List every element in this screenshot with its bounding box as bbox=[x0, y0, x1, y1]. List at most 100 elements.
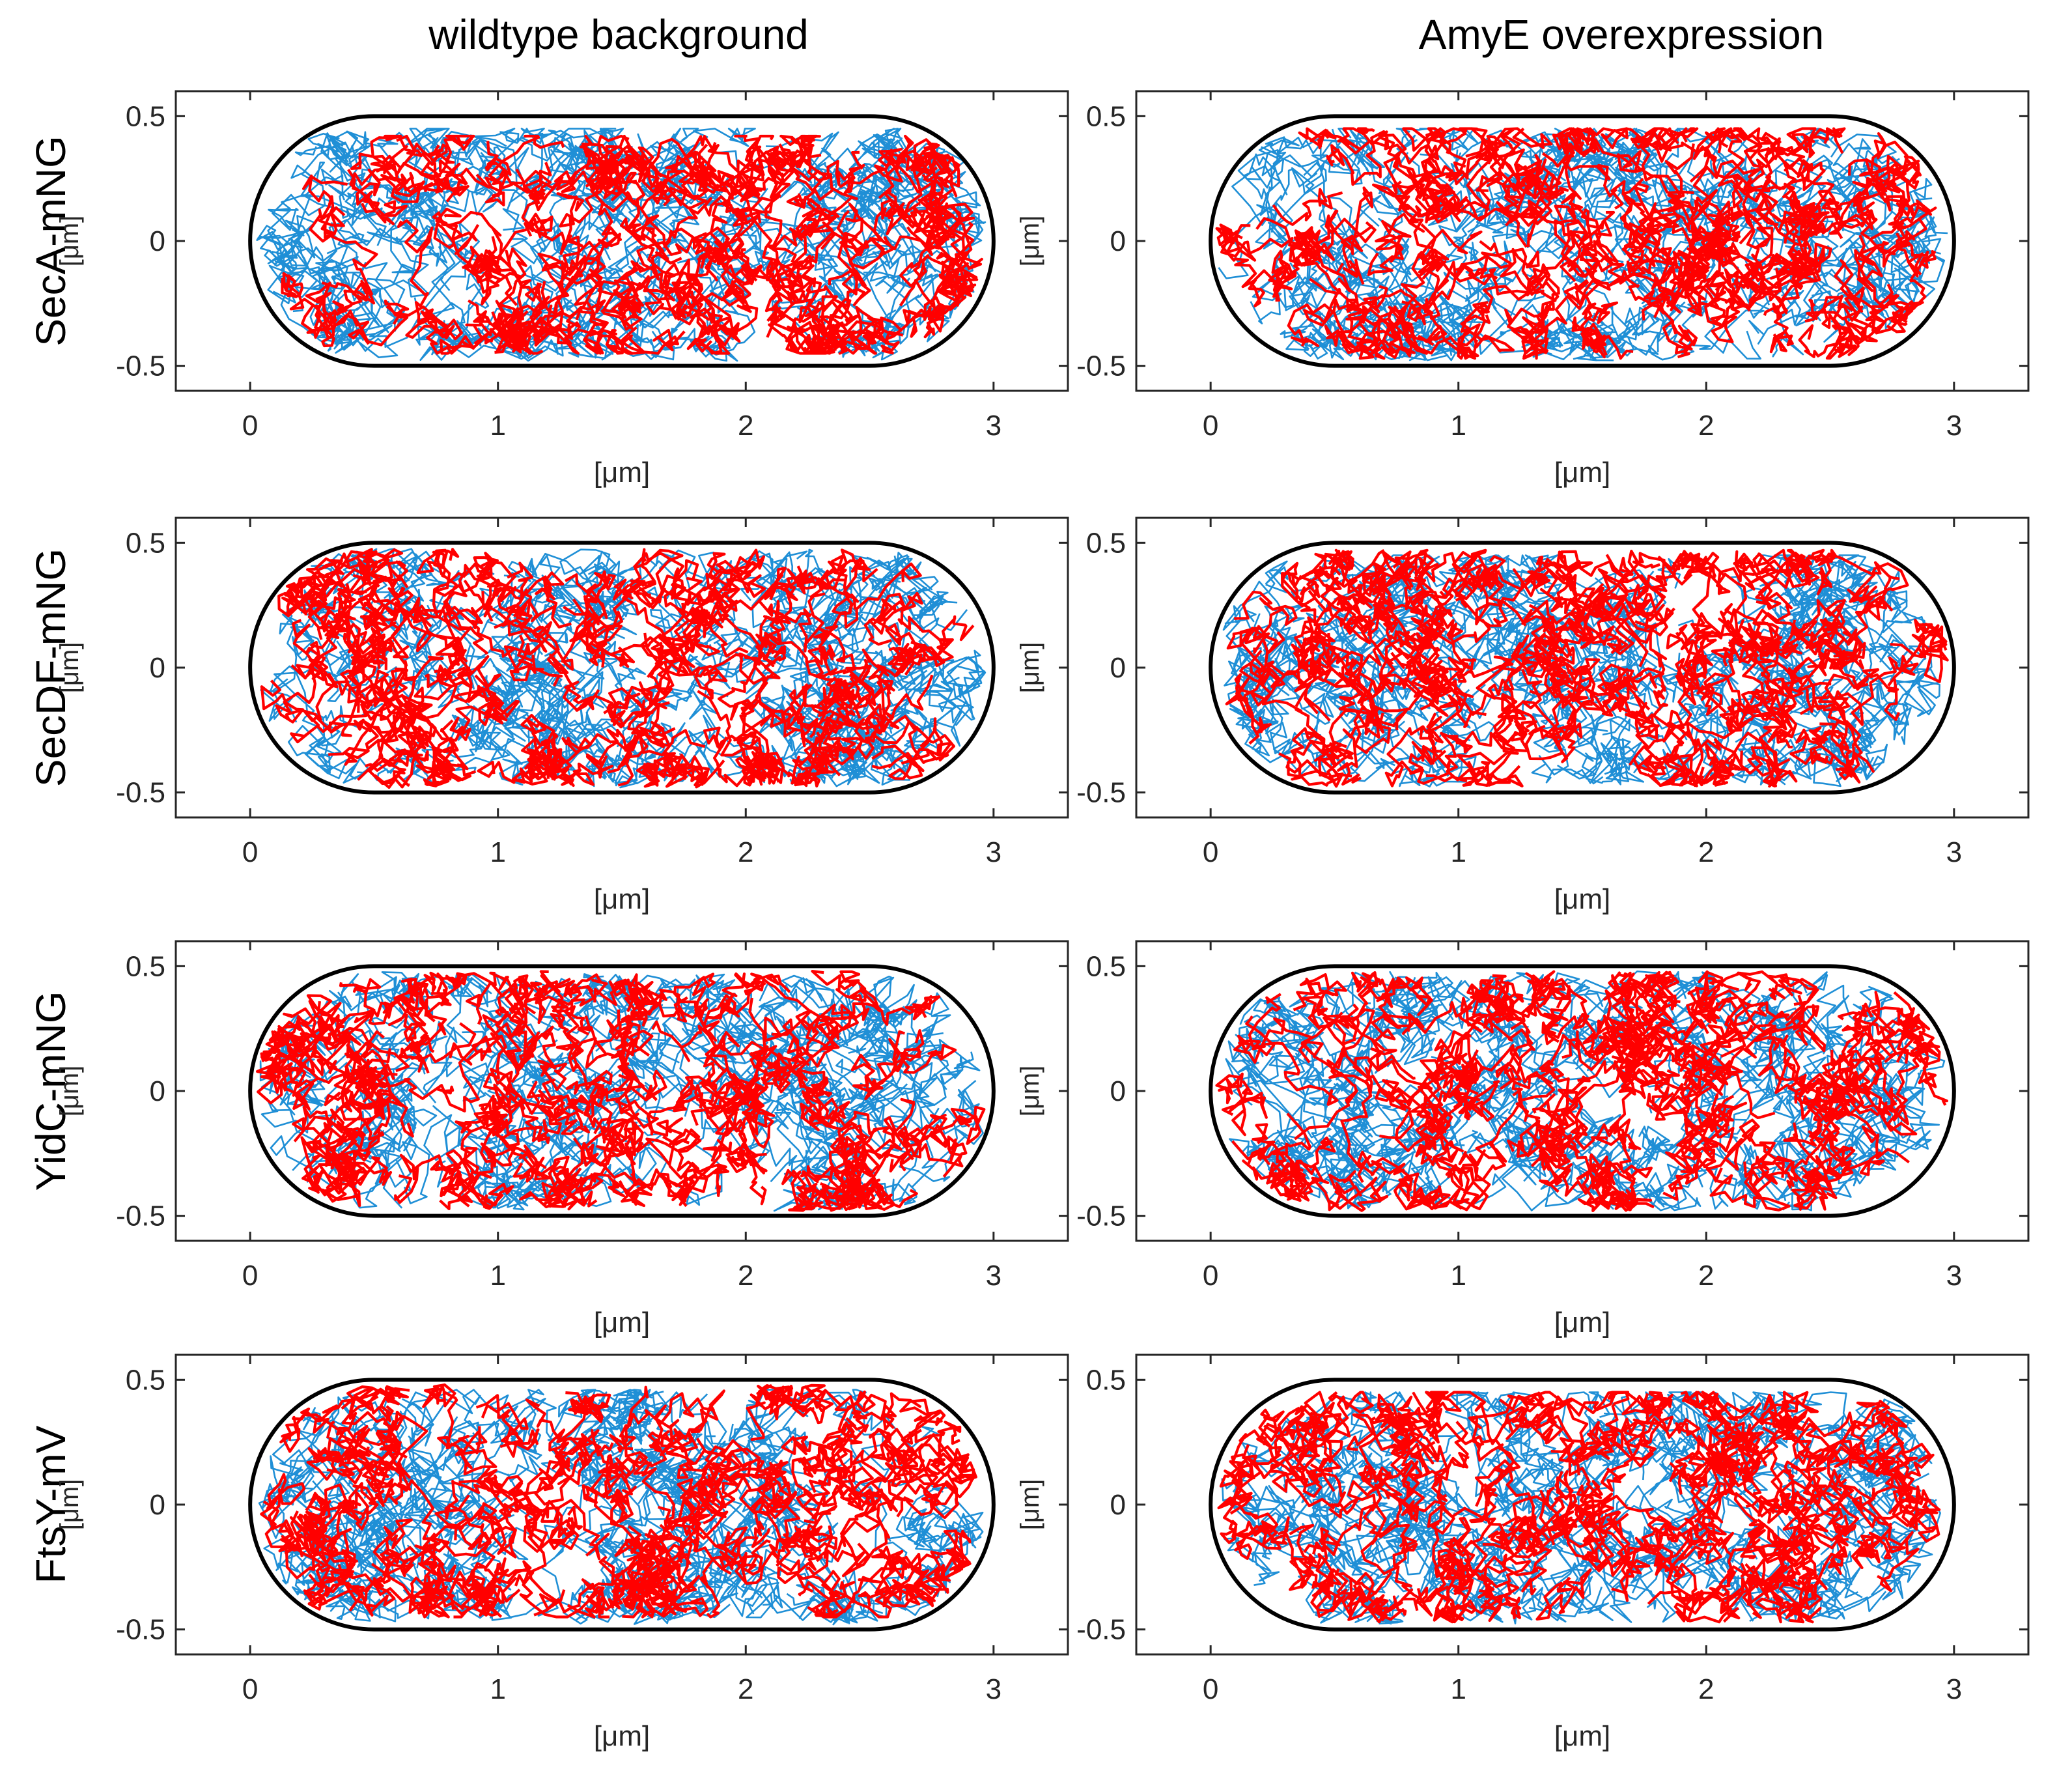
panel-3: 0 1 2 3 0.5 0 -0.5 [μm] [μm] bbox=[55, 517, 1069, 915]
y-axis-label: [μm] bbox=[1016, 1479, 1044, 1531]
trajectory-series-red bbox=[256, 970, 986, 1212]
x-tick-label: 0 bbox=[242, 1260, 258, 1292]
x-tick-label: 1 bbox=[1450, 1673, 1466, 1705]
y-tick-label: 0.5 bbox=[126, 100, 165, 132]
y-tick-label: 0.5 bbox=[126, 1364, 165, 1396]
cell-outline bbox=[1209, 541, 1956, 795]
x-tick-label: 1 bbox=[1450, 836, 1466, 868]
x-tick-label: 1 bbox=[1450, 410, 1466, 442]
cell-outline bbox=[248, 541, 996, 795]
x-tick-label: 2 bbox=[1698, 410, 1714, 442]
x-axis-label: [μm] bbox=[1554, 1720, 1610, 1752]
y-tick-label: 0 bbox=[150, 1075, 165, 1107]
x-tick-label: 0 bbox=[242, 1673, 258, 1705]
y-tick-label: -0.5 bbox=[116, 1614, 165, 1646]
panel-5: 0 1 2 3 0.5 0 -0.5 [μm] [μm] bbox=[55, 940, 1069, 1339]
y-axis-label: [μm] bbox=[55, 642, 84, 694]
x-axis-label: [μm] bbox=[594, 1720, 650, 1752]
x-tick-label: 0 bbox=[1203, 836, 1218, 868]
x-tick-label: 1 bbox=[490, 1260, 505, 1292]
x-axis-label: [μm] bbox=[1554, 883, 1610, 915]
x-tick-label: 2 bbox=[738, 410, 753, 442]
y-tick-label: -0.5 bbox=[116, 350, 165, 382]
trajectory-series-red bbox=[1217, 1391, 1941, 1624]
column-title-amye: AmyE overexpression bbox=[1419, 11, 1824, 58]
y-tick-label: -0.5 bbox=[1076, 1614, 1126, 1646]
y-tick-label: 0 bbox=[150, 225, 165, 257]
x-axis-label: [μm] bbox=[594, 883, 650, 915]
cell-outline bbox=[248, 964, 996, 1218]
y-tick-label: 0 bbox=[1110, 652, 1126, 684]
x-tick-label: 3 bbox=[986, 1673, 1001, 1705]
x-tick-label: 3 bbox=[1946, 836, 1962, 868]
x-axis-label: [μm] bbox=[594, 457, 650, 489]
cell-outline bbox=[248, 1378, 996, 1632]
trajectory-series-red bbox=[260, 1383, 977, 1619]
x-tick-label: 0 bbox=[1203, 1260, 1218, 1292]
y-axis-label: [μm] bbox=[1016, 216, 1044, 267]
panel-7: 0 1 2 3 0.5 0 -0.5 [μm] [μm] bbox=[55, 1353, 1069, 1752]
y-tick-label: 0 bbox=[150, 1489, 165, 1521]
x-tick-label: 2 bbox=[738, 836, 753, 868]
x-tick-label: 2 bbox=[1698, 836, 1714, 868]
y-axis-label: [μm] bbox=[1016, 1066, 1044, 1117]
x-tick-label: 0 bbox=[1203, 1673, 1218, 1705]
x-tick-label: 3 bbox=[1946, 1673, 1962, 1705]
y-tick-label: 0 bbox=[1110, 225, 1126, 257]
x-tick-label: 0 bbox=[242, 410, 258, 442]
y-tick-label: 0 bbox=[150, 652, 165, 684]
x-tick-label: 2 bbox=[738, 1673, 753, 1705]
x-tick-label: 1 bbox=[490, 836, 505, 868]
x-tick-label: 0 bbox=[242, 836, 258, 868]
x-axis-label: [μm] bbox=[594, 1307, 650, 1339]
y-tick-label: 0.5 bbox=[1086, 527, 1126, 559]
cell-outline bbox=[248, 114, 996, 368]
row-label-seca: SecA-mNG bbox=[27, 135, 74, 347]
y-tick-label: 0.5 bbox=[1086, 100, 1126, 132]
y-tick-label: -0.5 bbox=[1076, 777, 1126, 809]
row-label-secdf: SecDF-mNG bbox=[27, 548, 74, 787]
row-label-yidc: YidC-mNG bbox=[27, 991, 74, 1191]
y-axis-label: [μm] bbox=[55, 216, 84, 267]
y-tick-label: -0.5 bbox=[1076, 350, 1126, 382]
y-tick-label: 0.5 bbox=[1086, 1364, 1126, 1396]
trajectory-series-red bbox=[1225, 548, 1949, 788]
x-tick-label: 3 bbox=[1946, 1260, 1962, 1292]
column-title-wildtype: wildtype background bbox=[428, 11, 808, 58]
trajectory-series-red bbox=[1215, 127, 1937, 360]
y-tick-label: 0.5 bbox=[1086, 950, 1126, 982]
cell-outline bbox=[1209, 114, 1956, 368]
y-axis-label: [μm] bbox=[55, 1066, 84, 1117]
x-tick-label: 1 bbox=[490, 1673, 505, 1705]
x-tick-label: 3 bbox=[986, 1260, 1001, 1292]
cell-outline bbox=[1209, 1378, 1956, 1632]
y-tick-label: 0 bbox=[1110, 1075, 1126, 1107]
y-tick-label: -0.5 bbox=[116, 1200, 165, 1232]
x-tick-label: 2 bbox=[738, 1260, 753, 1292]
x-tick-label: 3 bbox=[1946, 410, 1962, 442]
cell-outline bbox=[1209, 964, 1956, 1218]
x-tick-label: 1 bbox=[490, 410, 505, 442]
x-axis-label: [μm] bbox=[1554, 457, 1610, 489]
y-tick-label: -0.5 bbox=[1076, 1200, 1126, 1232]
trajectory-series-red bbox=[260, 548, 975, 789]
panel-6: 0 1 2 3 0.5 0 -0.5 [μm] [μm] bbox=[1016, 940, 2030, 1339]
y-tick-label: 0.5 bbox=[126, 950, 165, 982]
panel-8: 0 1 2 3 0.5 0 -0.5 [μm] [μm] bbox=[1016, 1353, 2030, 1752]
y-axis-label: [μm] bbox=[55, 1479, 84, 1531]
x-tick-label: 1 bbox=[1450, 1260, 1466, 1292]
y-tick-label: 0 bbox=[1110, 1489, 1126, 1521]
panel-1: 0 1 2 3 0.5 0 -0.5 [μm] [μm] bbox=[55, 90, 1069, 489]
y-tick-label: 0.5 bbox=[126, 527, 165, 559]
x-tick-label: 3 bbox=[986, 410, 1001, 442]
y-axis-label: [μm] bbox=[1016, 642, 1044, 694]
x-tick-label: 2 bbox=[1698, 1260, 1714, 1292]
row-label-ftsy: FtsY-mV bbox=[27, 1425, 74, 1583]
x-axis-label: [μm] bbox=[1554, 1307, 1610, 1339]
x-tick-label: 3 bbox=[986, 836, 1001, 868]
x-tick-label: 0 bbox=[1203, 410, 1218, 442]
panel-2: 0 1 2 3 0.5 0 -0.5 [μm] [μm] bbox=[1016, 90, 2030, 489]
trajectory-series-red bbox=[1215, 970, 1948, 1212]
y-tick-label: -0.5 bbox=[116, 777, 165, 809]
